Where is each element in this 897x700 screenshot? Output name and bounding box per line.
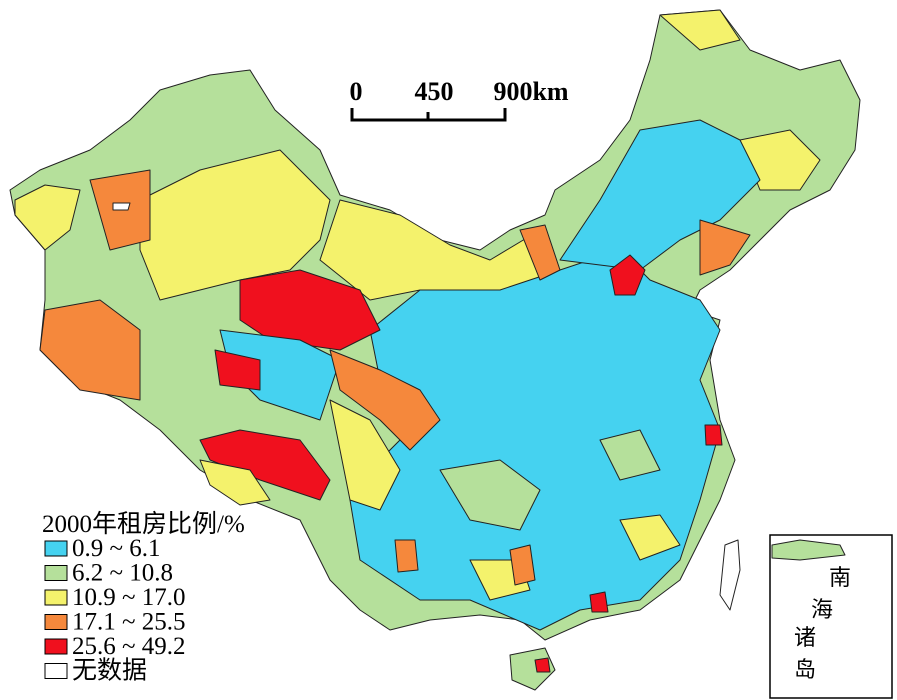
scale-label: 450 <box>415 77 454 106</box>
region <box>39 299 141 401</box>
inset-frame <box>769 534 893 699</box>
legend-label: 无数据 <box>72 657 147 685</box>
region <box>599 429 661 481</box>
region <box>239 269 381 351</box>
region <box>519 224 561 281</box>
inset-label: 南 <box>829 565 851 590</box>
region <box>14 184 81 251</box>
region <box>659 9 741 51</box>
legend-label: 6.2 ~ 10.8 <box>72 560 173 587</box>
region <box>699 219 751 276</box>
region <box>719 539 741 611</box>
region <box>139 149 331 301</box>
legend: 2000年租房比例/% 0.9 ~ 6.16.2 ~ 10.810.9 ~ 17… <box>42 510 245 685</box>
scale-label: 0 <box>350 77 363 106</box>
legend-label: 10.9 ~ 17.0 <box>72 584 186 611</box>
inset-region <box>771 539 846 561</box>
legend-label: 0.9 ~ 6.1 <box>72 535 161 562</box>
region <box>609 254 646 296</box>
inset: 南 海 诸 岛 <box>769 534 893 699</box>
region <box>214 349 261 391</box>
legend-title: 2000年租房比例/% <box>42 510 245 538</box>
scale-label: 900km <box>493 77 568 106</box>
region <box>199 459 271 506</box>
legend-label: 25.6 ~ 49.2 <box>72 633 186 660</box>
region <box>534 657 551 673</box>
scale-bar: 0 450 900km <box>350 77 569 122</box>
region <box>559 119 761 271</box>
inset-label: 诸 <box>794 625 816 650</box>
inset-label: 岛 <box>794 657 816 682</box>
region <box>509 544 536 586</box>
legend-swatch <box>44 540 68 557</box>
region <box>112 202 131 211</box>
legend-swatch <box>44 638 68 655</box>
region <box>439 459 541 531</box>
legend-swatch <box>44 589 68 606</box>
legend-label: 17.1 ~ 25.5 <box>72 609 186 636</box>
region <box>589 591 609 613</box>
legend-swatch <box>44 614 68 630</box>
region <box>394 539 419 573</box>
region <box>329 399 401 511</box>
regions <box>9 9 861 691</box>
region <box>619 514 681 561</box>
legend-swatch <box>44 663 68 679</box>
region <box>329 349 441 451</box>
inset-label: 海 <box>811 597 833 622</box>
legend-swatch <box>44 565 68 581</box>
region <box>704 424 723 446</box>
